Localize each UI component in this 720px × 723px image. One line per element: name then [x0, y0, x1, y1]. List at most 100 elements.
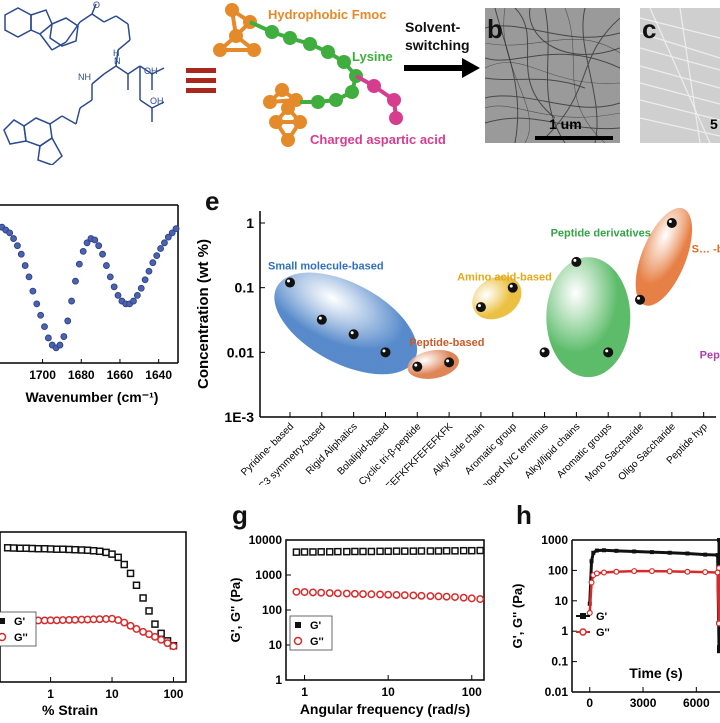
ftir-point: [29, 287, 37, 295]
g-point-gpp: [333, 589, 342, 598]
panel-label-b: b: [487, 14, 503, 44]
f-point-gp: [102, 548, 110, 557]
e-data-point-highlight: [350, 331, 354, 335]
g-point-gpp: [476, 595, 485, 604]
ftir-point: [172, 225, 180, 233]
g-point-gp: [468, 546, 476, 555]
ftir-point: [10, 235, 17, 242]
f-point-gp: [139, 594, 147, 602]
g-x-tick-label: 10: [381, 685, 395, 699]
strain-sweep-chart: 1 10 100 G' G'' % Strain: [0, 520, 200, 718]
g-point-gpp: [300, 588, 309, 597]
g-point-gp: [343, 547, 351, 556]
e-data-point: [507, 282, 518, 293]
e-data-point: [666, 218, 677, 228]
h-point-gp: [667, 550, 672, 555]
e-data-point: [635, 294, 646, 305]
h-point-gpp: [716, 564, 720, 571]
f-legend-label-gp: G': [14, 616, 26, 628]
g-point-gp: [317, 548, 325, 556]
e-group-label: Peptide derivatives: [551, 227, 651, 239]
h-point-gpp: [702, 569, 709, 576]
h-label: H: [113, 48, 120, 58]
g-legend: [289, 615, 333, 651]
g-y-tick-label: 10: [269, 638, 283, 652]
e-y-tick-label: 1: [246, 215, 254, 231]
g-legend-label-gp: G': [310, 620, 322, 632]
ftir-point: [110, 283, 118, 291]
e-data-point-highlight: [477, 304, 481, 308]
sem-scale-label: 5: [710, 116, 718, 132]
f-point-gpp: [108, 614, 116, 623]
h-x-axis-label: Time (s): [629, 665, 682, 681]
f-point-gp: [145, 607, 153, 615]
f-point-gpp: [120, 618, 129, 627]
h-legend-label-gpp: G'': [596, 627, 610, 639]
e-group-label: Amino acid-based: [457, 271, 552, 283]
e-group-label: Peptide-based: [409, 337, 484, 349]
h-point-gpp: [588, 579, 595, 586]
e-data-point-highlight: [605, 349, 609, 353]
nh-label: NH: [78, 72, 91, 82]
f-point-gpp: [95, 615, 104, 624]
f-point-gp: [71, 545, 79, 554]
h-point-gpp: [631, 568, 638, 575]
ftir-point: [14, 242, 21, 250]
g-point-gpp: [434, 592, 443, 601]
e-data-point: [412, 361, 423, 372]
scale-bar: [535, 136, 613, 140]
g-point-gp: [325, 548, 334, 556]
ftir-point: [68, 297, 75, 305]
f-point-gp: [59, 545, 67, 553]
f-point-gp: [53, 545, 61, 553]
f-point-gp: [114, 553, 122, 562]
e-category-label: Pyridine- based: [239, 421, 296, 478]
h-y-tick-label: 100: [548, 563, 568, 577]
g-point-gpp: [292, 587, 301, 596]
g-legend-marker-gp: [295, 622, 301, 628]
e-group-label: S… -b…: [692, 243, 720, 255]
g-point-gpp: [376, 590, 385, 599]
h-series-gpp: [588, 567, 720, 624]
e-y-axis-label: Concentration (wt %): [195, 239, 212, 389]
panel-label-h: h: [516, 500, 532, 530]
e-group-label: Pept… Hype…: [700, 350, 720, 362]
f-point-gpp: [132, 625, 141, 633]
e-y-tick-label: 1E-3: [224, 409, 254, 425]
h-point-gp: [703, 552, 708, 557]
h-point-gp: [685, 551, 690, 556]
g-point-gpp: [451, 593, 459, 601]
panel-label-c: c: [642, 14, 657, 44]
h-point-gpp: [593, 570, 600, 577]
h-point-gpp: [600, 569, 607, 576]
f-point-gp: [157, 629, 165, 638]
h-point-gpp: [586, 609, 593, 616]
solvent-text: Solvent-: [405, 19, 461, 35]
g-y-tick-label: 10000: [249, 533, 283, 547]
ftir-point: [72, 277, 79, 285]
label-lysine: Lysine: [352, 49, 393, 64]
e-data-point: [603, 347, 614, 358]
ftir-point: [103, 262, 110, 269]
f-point-gp: [34, 544, 43, 553]
f-point-gp: [16, 544, 24, 553]
h-point-gp: [715, 553, 720, 558]
switching-text: switching: [405, 37, 470, 53]
oh-label-2: OH: [150, 96, 164, 106]
f-point-gp: [83, 546, 92, 554]
tem-image: b 1 um: [485, 8, 620, 143]
h-point-gpp: [613, 568, 620, 575]
ftir-point: [33, 300, 41, 308]
h-legend-marker-gp: [580, 613, 586, 619]
ftir-point: [145, 267, 153, 275]
g-point-gp: [292, 548, 301, 556]
e-group-label: Small molecule-based: [268, 261, 384, 273]
f-point-gp: [9, 544, 18, 552]
g-point-gpp: [459, 593, 468, 602]
g-y-tick-label: 1000: [255, 568, 282, 582]
ftir-x-axis-label: Wavenumber (cm⁻¹): [26, 389, 159, 405]
g-point-gp: [417, 547, 426, 555]
ftir-point: [6, 229, 14, 237]
f-point-gpp: [71, 615, 80, 624]
frequency-sweep-chart: 1 10 100 1 10 100 1000 10000 G', G'' (Pa) G' G'' An…: [226, 520, 500, 718]
